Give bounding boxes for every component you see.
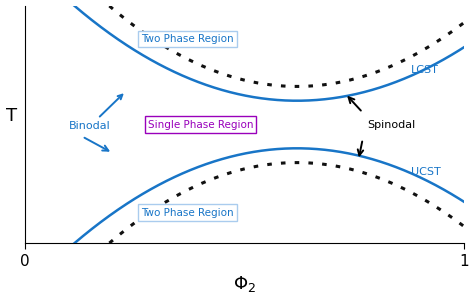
X-axis label: $\Phi_2$: $\Phi_2$	[233, 274, 256, 294]
Text: UCST: UCST	[411, 167, 441, 177]
Text: Two Phase Region: Two Phase Region	[141, 208, 234, 218]
Text: Two Phase Region: Two Phase Region	[141, 34, 234, 44]
Text: Binodal: Binodal	[69, 95, 122, 131]
Text: Single Phase Region: Single Phase Region	[148, 119, 253, 130]
Text: Spinodal: Spinodal	[367, 119, 415, 130]
Text: LCST: LCST	[411, 65, 439, 75]
Y-axis label: T: T	[6, 106, 17, 124]
